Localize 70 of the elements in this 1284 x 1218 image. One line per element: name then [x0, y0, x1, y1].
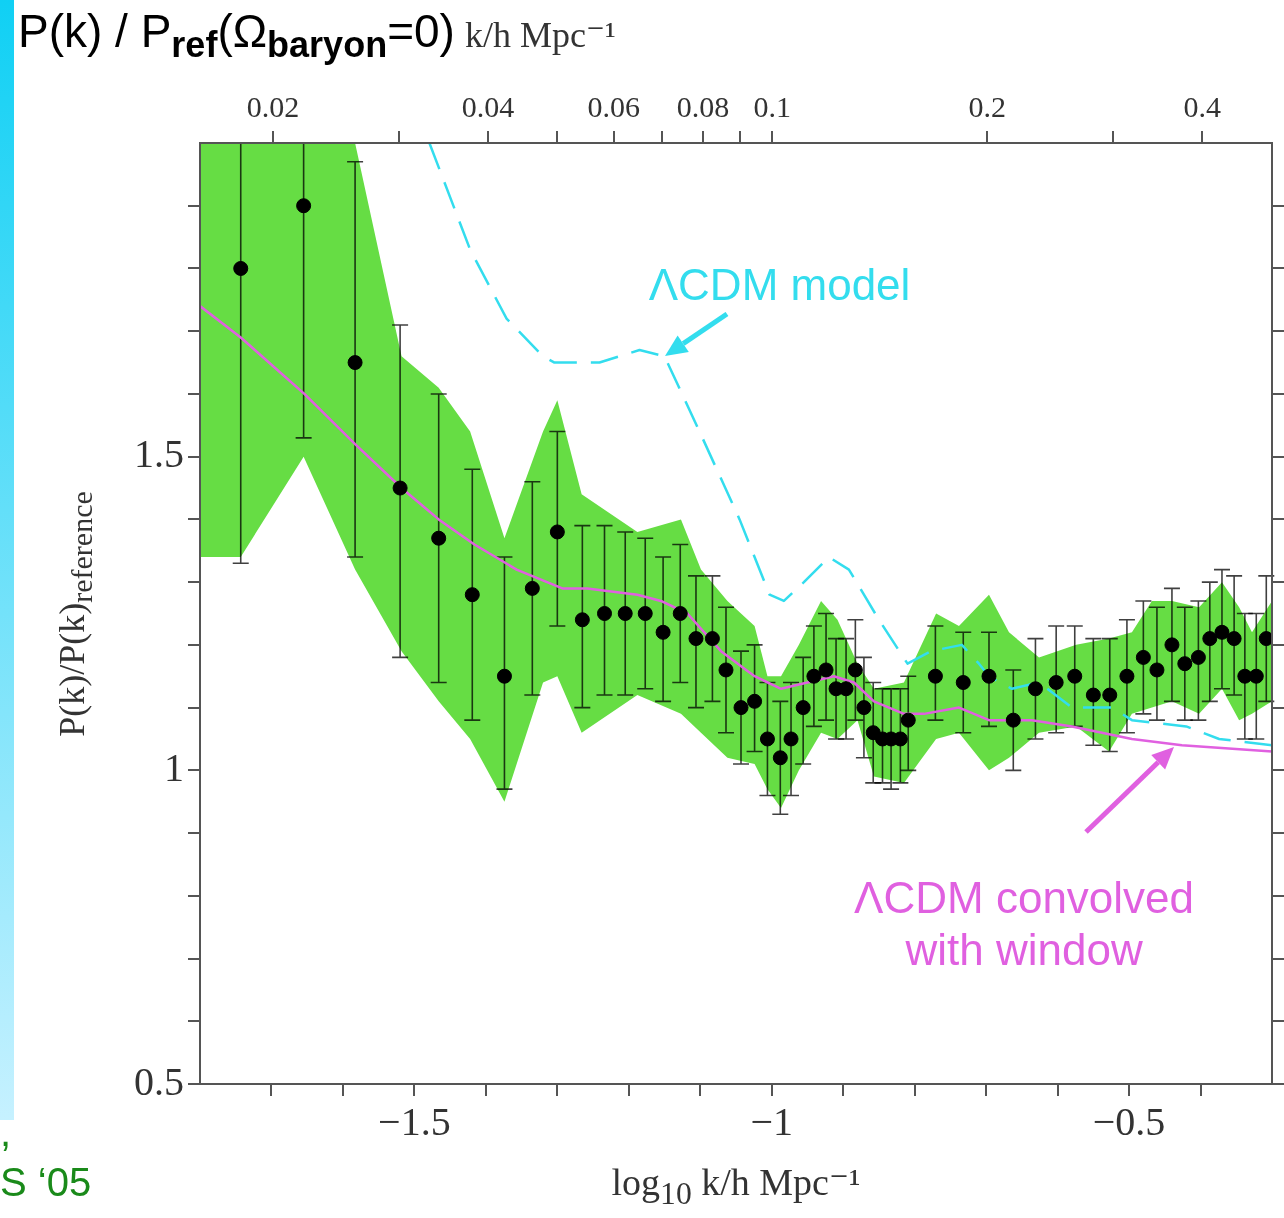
- point: [597, 606, 612, 621]
- annotation: ΛCDM convolved with window: [853, 872, 1196, 977]
- point: [747, 693, 763, 709]
- point: [1102, 687, 1118, 703]
- point: [795, 700, 811, 716]
- point: [549, 524, 565, 540]
- point: [655, 624, 671, 640]
- x2-axis-title: k/h Mpc⁻¹: [464, 14, 616, 56]
- point: [759, 731, 775, 747]
- point: [704, 631, 720, 647]
- point: [783, 731, 799, 747]
- point: [1214, 624, 1230, 640]
- point: [1027, 681, 1043, 697]
- point: [1248, 668, 1264, 684]
- point: [818, 662, 834, 678]
- x2-tick-label: 0.4: [1183, 89, 1221, 123]
- point: [900, 712, 916, 728]
- x-tick-label: −0.5: [1092, 1098, 1166, 1144]
- point: [296, 198, 312, 214]
- point: [856, 700, 872, 716]
- x-tick-label: −1: [750, 1098, 794, 1144]
- point: [1190, 649, 1206, 665]
- point: [1177, 656, 1193, 672]
- point: [1202, 631, 1218, 647]
- point: [955, 675, 971, 691]
- x2-tick-label: 0.2: [968, 89, 1006, 123]
- point: [1258, 631, 1272, 647]
- y-tick-label: 0.5: [134, 1058, 184, 1104]
- point: [981, 668, 997, 684]
- point: [1085, 687, 1101, 703]
- point: [617, 606, 633, 621]
- line-series: [428, 143, 1272, 747]
- point: [1164, 637, 1180, 653]
- y-tick-label: 1.5: [134, 431, 184, 477]
- text: S ‘05: [0, 1160, 92, 1204]
- point: [574, 612, 590, 628]
- x2-tick-label: 0.04: [461, 89, 515, 123]
- point: [392, 480, 408, 496]
- annotation: ΛCDM model: [647, 259, 912, 312]
- point: [1048, 675, 1064, 691]
- point: [496, 668, 512, 684]
- point: [718, 662, 734, 678]
- x2-tick-label: 0.02: [246, 89, 300, 123]
- point: [688, 631, 704, 647]
- point: [733, 700, 749, 716]
- point: [806, 668, 822, 684]
- point: [1135, 649, 1151, 665]
- point: [1067, 668, 1083, 684]
- point: [431, 530, 447, 546]
- y-tick-label: 1: [164, 744, 184, 790]
- x-tick-label: −1.5: [378, 1098, 451, 1144]
- point: [637, 606, 653, 621]
- point: [847, 662, 863, 678]
- point: [1119, 668, 1135, 684]
- point: [1149, 662, 1165, 678]
- point: [1005, 712, 1021, 728]
- point: [233, 260, 249, 276]
- point: [772, 750, 788, 766]
- x-axis-title: log$_{10}$ k/h Mpc⁻¹: [610, 1160, 862, 1212]
- chart-title: P(k) / P$_{ref}$(Ω$_{baryon}$=0): [18, 4, 455, 67]
- point: [1226, 631, 1242, 647]
- point: [524, 580, 540, 596]
- point: [927, 668, 943, 684]
- x2-tick-label: 0.06: [587, 89, 641, 123]
- point: [672, 606, 688, 621]
- x2-tick-label: 0.1: [753, 89, 791, 123]
- point: [347, 355, 363, 371]
- point: [464, 587, 480, 603]
- text: ,: [0, 1110, 12, 1154]
- x2-tick-label: 0.08: [676, 89, 730, 123]
